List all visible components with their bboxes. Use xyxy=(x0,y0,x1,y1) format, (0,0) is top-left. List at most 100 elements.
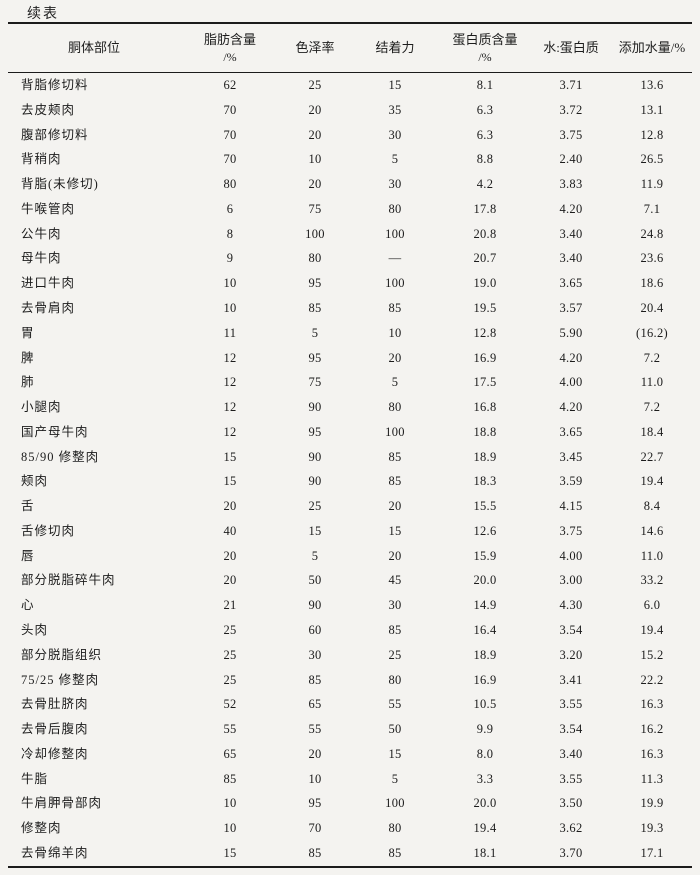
cell-carcass-part: 牛脂 xyxy=(21,771,49,786)
cell-carcass-part: 75/25 修整肉 xyxy=(21,672,100,687)
cell-water-protein-ratio: 3.40 xyxy=(559,251,583,266)
cell-added-water: 7.2 xyxy=(643,400,661,415)
cell-carcass-part: 牛肩胛骨部肉 xyxy=(21,796,103,811)
cell-added-water: 11.3 xyxy=(640,771,664,786)
cell-added-water: 16.2 xyxy=(640,722,664,737)
cell-added-water: 15.2 xyxy=(640,647,664,662)
cell-water-protein-ratio: 3.62 xyxy=(559,821,583,836)
cell-protein-content: 15.5 xyxy=(473,499,497,514)
cell-color-rate: 10 xyxy=(308,771,322,786)
cell-binding-force: 80 xyxy=(388,201,402,216)
table-row: 胃 11 5 10 12.8 5.90 (16.2) xyxy=(8,321,692,346)
table-row: 背脂修切料 62 25 15 8.1 3.71 13.6 xyxy=(8,73,692,98)
cell-added-water: (16.2) xyxy=(635,325,668,340)
header-row: 胴体部位 脂肪含量 /% 色泽率 结着力 蛋白质含量 /% xyxy=(8,23,692,73)
cell-water-protein-ratio: 3.75 xyxy=(559,523,583,538)
cell-color-rate: 90 xyxy=(308,449,322,464)
cell-fat-content: 21 xyxy=(223,598,237,613)
cell-water-protein-ratio: 3.55 xyxy=(559,771,583,786)
cell-water-protein-ratio: 3.65 xyxy=(559,424,583,439)
cell-added-water: 18.4 xyxy=(640,424,664,439)
table-row: 公牛肉 8 100 100 20.8 3.40 24.8 xyxy=(8,222,692,247)
cell-binding-force: 85 xyxy=(388,845,402,860)
table-row: 肺 12 75 5 17.5 4.00 11.0 xyxy=(8,370,692,395)
table-row: 牛喉管肉 6 75 80 17.8 4.20 7.1 xyxy=(8,197,692,222)
table-row: 部分脱脂碎牛肉 20 50 45 20.0 3.00 33.2 xyxy=(8,568,692,593)
cell-water-protein-ratio: 3.50 xyxy=(559,796,583,811)
cell-carcass-part: 胃 xyxy=(21,325,35,340)
cell-protein-content: 4.2 xyxy=(476,177,494,192)
cell-water-protein-ratio: 3.72 xyxy=(559,102,583,117)
cell-color-rate: 95 xyxy=(308,350,322,365)
cell-binding-force: 85 xyxy=(388,301,402,316)
cell-water-protein-ratio: 5.90 xyxy=(559,325,583,340)
table-row: 舌 20 25 20 15.5 4.15 8.4 xyxy=(8,494,692,519)
table-row: 去皮颊肉 70 20 35 6.3 3.72 13.1 xyxy=(8,98,692,123)
cell-protein-content: 19.5 xyxy=(473,301,497,316)
cell-fat-content: 70 xyxy=(223,127,237,142)
cell-color-rate: 75 xyxy=(308,375,322,390)
table-row: 冷却修整肉 65 20 15 8.0 3.40 16.3 xyxy=(8,742,692,767)
cell-added-water: 26.5 xyxy=(640,152,664,167)
cell-carcass-part: 背脂修切料 xyxy=(21,78,89,93)
cell-color-rate: 10 xyxy=(308,152,322,167)
cell-water-protein-ratio: 3.75 xyxy=(559,127,583,142)
col-header-water-protein-ratio: 水:蛋白质 xyxy=(530,23,612,73)
cell-carcass-part: 去皮颊肉 xyxy=(21,102,76,117)
cell-added-water: 19.3 xyxy=(640,821,664,836)
cell-carcass-part: 去骨肩肉 xyxy=(21,301,76,316)
col-header-binding-force: 结着力 xyxy=(350,23,440,73)
cell-carcass-part: 去骨肚脐肉 xyxy=(21,697,89,712)
table-row: 心 21 90 30 14.9 4.30 6.0 xyxy=(8,593,692,618)
cell-added-water: 11.0 xyxy=(640,548,664,563)
cell-protein-content: 20.8 xyxy=(473,226,497,241)
cell-binding-force: 10 xyxy=(388,325,402,340)
cell-color-rate: 25 xyxy=(308,499,322,514)
table-row: 背脂(未修切) 80 20 30 4.2 3.83 11.9 xyxy=(8,172,692,197)
table-row: 脾 12 95 20 16.9 4.20 7.2 xyxy=(8,345,692,370)
cell-binding-force: 5 xyxy=(391,375,399,390)
cell-added-water: 18.6 xyxy=(640,276,664,291)
cell-binding-force: 85 xyxy=(388,449,402,464)
cell-carcass-part: 部分脱脂组织 xyxy=(21,647,103,662)
cell-carcass-part: 修整肉 xyxy=(21,821,62,836)
cell-protein-content: 8.0 xyxy=(476,746,494,761)
cell-carcass-part: 去骨后腹肉 xyxy=(21,722,89,737)
cell-water-protein-ratio: 3.40 xyxy=(559,746,583,761)
table-header: 胴体部位 脂肪含量 /% 色泽率 结着力 蛋白质含量 /% xyxy=(8,23,692,73)
col-header-label: 蛋白质含量 xyxy=(452,32,518,48)
cell-color-rate: 5 xyxy=(311,548,319,563)
cell-binding-force: 80 xyxy=(388,672,402,687)
cell-protein-content: 19.0 xyxy=(473,276,497,291)
cell-binding-force: 80 xyxy=(388,821,402,836)
col-header-fat-content: 脂肪含量 /% xyxy=(180,23,280,73)
table-row: 腹部修切料 70 20 30 6.3 3.75 12.8 xyxy=(8,123,692,148)
cell-carcass-part: 心 xyxy=(21,598,35,613)
cell-protein-content: 8.1 xyxy=(476,78,494,93)
cell-protein-content: 17.8 xyxy=(473,201,497,216)
cell-carcass-part: 颊肉 xyxy=(21,474,49,489)
cell-protein-content: 10.5 xyxy=(473,697,497,712)
col-header-carcass-part: 胴体部位 xyxy=(8,23,180,73)
cell-water-protein-ratio: 3.40 xyxy=(559,226,583,241)
cell-fat-content: 55 xyxy=(223,722,237,737)
cell-fat-content: 15 xyxy=(223,845,237,860)
cell-fat-content: 85 xyxy=(223,771,237,786)
cell-color-rate: 75 xyxy=(308,201,322,216)
cell-fat-content: 40 xyxy=(223,523,237,538)
cell-protein-content: 6.3 xyxy=(476,127,494,142)
cell-color-rate: 50 xyxy=(308,573,322,588)
cell-added-water: 20.4 xyxy=(640,301,664,316)
table-row: 去骨肚脐肉 52 65 55 10.5 3.55 16.3 xyxy=(8,692,692,717)
cell-color-rate: 65 xyxy=(308,697,322,712)
cell-carcass-part: 唇 xyxy=(21,548,35,563)
cell-protein-content: 16.9 xyxy=(473,350,497,365)
cell-fat-content: 10 xyxy=(223,301,237,316)
cell-protein-content: 18.3 xyxy=(473,474,497,489)
cell-carcass-part: 国产母牛肉 xyxy=(21,424,89,439)
cell-color-rate: 90 xyxy=(308,474,322,489)
cell-protein-content: 9.9 xyxy=(476,722,494,737)
cell-carcass-part: 冷却修整肉 xyxy=(21,746,89,761)
cell-binding-force: 25 xyxy=(388,647,402,662)
table-row: 牛脂 85 10 5 3.3 3.55 11.3 xyxy=(8,766,692,791)
